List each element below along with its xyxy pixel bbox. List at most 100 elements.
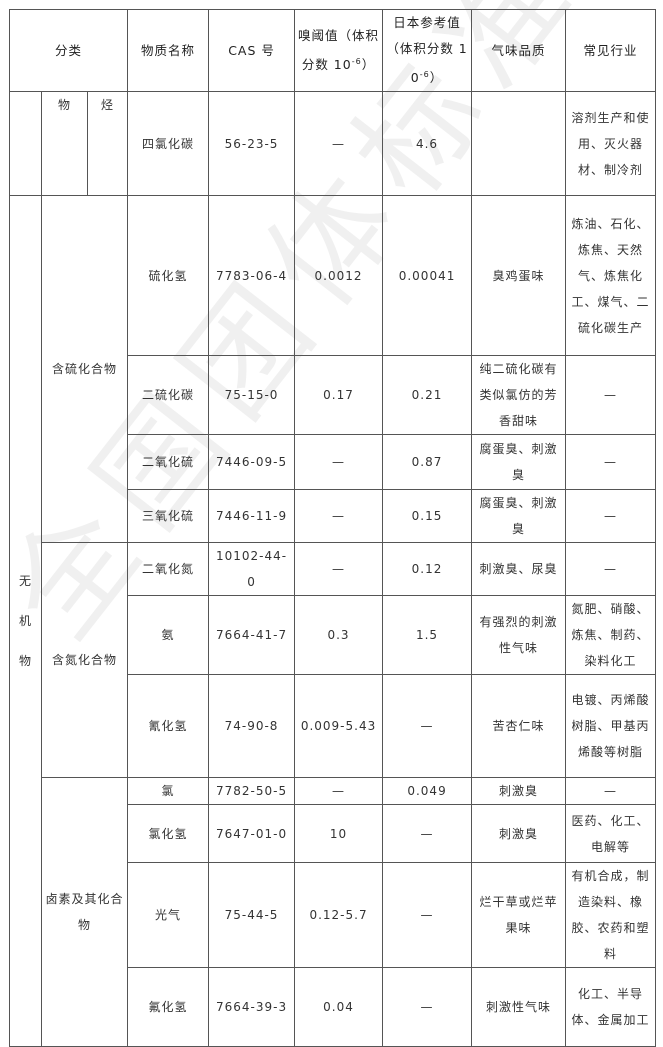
table-row: 二氧化硫 7446-09-5—0.87 腐蛋臭、刺激臭 — [10, 434, 657, 491]
substance-name: 氟化氢 [127, 967, 210, 1047]
substance-name: 二氧化氮 [127, 542, 210, 597]
substance-name: 氯 [127, 777, 210, 806]
header-odor: 气味品质 [471, 8, 567, 93]
group-category-cell: 含氮化合物 [40, 542, 129, 779]
industry: 医药、化工、电解等 [565, 804, 657, 864]
japan-reference: — [382, 674, 473, 779]
industry: — [565, 542, 657, 597]
odor-threshold: — [294, 542, 384, 597]
cas-number: 75-44-5 [208, 862, 296, 969]
industry: 溶剂生产和使用、灭火器材、制冷剂 [565, 91, 657, 197]
odor-quality [471, 91, 567, 197]
cas-number: 7647-01-0 [208, 804, 296, 864]
table-row: 三氧化硫 7446-11-9—0.15 腐蛋臭、刺激臭 — [10, 489, 657, 544]
japan-reference: 0.12 [382, 542, 473, 597]
cas-number: 7783-06-4 [208, 195, 296, 357]
substance-name: 二硫化碳 [127, 355, 210, 436]
cas-number: 75-15-0 [208, 355, 296, 436]
industry: 氮肥、硝酸、炼焦、制药、染料化工 [565, 595, 657, 676]
substance-name: 三氧化硫 [127, 489, 210, 544]
japan-reference: — [382, 804, 473, 864]
table-row: 氨 7664-41-7 0.3 1.5 有强烈的刺激性气味 氮肥、硝酸、炼焦、制药、染料化… [10, 595, 657, 676]
odor-substance-table: 分类 物质名称 CAS 号 嗅阈值（体积分数 10-6） 日本参考值（体积分数 … [8, 8, 657, 1047]
table-row: 氰化氢 74-90-8 0.009-5.43— 苦杏仁味 电镀、丙烯酸树脂、甲基丙烯酸等… [10, 674, 657, 779]
header-industry: 常见行业 [565, 8, 657, 93]
header-threshold-end: ） [361, 57, 376, 73]
odor-quality: 腐蛋臭、刺激臭 [471, 434, 567, 491]
header-threshold-exp: -6 [351, 57, 362, 66]
main-category-cell: 无机物 [9, 195, 42, 1047]
odor-quality: 烂干草或烂苹果味 [471, 862, 567, 969]
header-name: 物质名称 [127, 8, 210, 93]
industry: 有机合成，制造染料、橡胶、农药和塑料 [565, 862, 657, 969]
substance-name: 氯化氢 [127, 804, 210, 864]
cas-number: 10102-44-0 [208, 542, 296, 597]
group-category-cell: 卤素及其化合物 [40, 777, 129, 1047]
japan-reference: 4.6 [382, 91, 473, 197]
odor-quality: 刺激臭 [471, 777, 567, 806]
cas-number: 7446-09-5 [208, 434, 296, 491]
odor-quality: 刺激臭 [471, 804, 567, 864]
substance-name: 硫化氢 [127, 195, 210, 357]
substance-name: 氨 [127, 595, 210, 676]
odor-quality: 刺激性气味 [471, 967, 567, 1047]
substance-name: 氰化氢 [127, 674, 210, 779]
odor-threshold: — [294, 777, 384, 806]
group-category-cell: 含硫化合物 [40, 195, 129, 544]
japan-reference: 0.15 [382, 489, 473, 544]
odor-threshold: — [294, 489, 384, 544]
category-cell: 物 [41, 91, 88, 197]
cas-number: 7664-39-3 [208, 967, 296, 1047]
odor-threshold: 0.0012 [294, 195, 384, 357]
table-row: 光气 75-44-5 0.12-5.7— 烂干草或烂苹果味 有机合成，制造染料、橡胶、农… [10, 862, 657, 969]
header-japan-end: ） [429, 70, 444, 86]
industry: — [565, 777, 657, 806]
cas-number: 56-23-5 [208, 91, 296, 197]
cas-number: 7446-11-9 [208, 489, 296, 544]
odor-threshold: 0.12-5.7 [294, 862, 384, 969]
table-row: 卤素及其化合物氯 7782-50-5—0.049 刺激臭 — [10, 777, 657, 1047]
header-japan-exp: -6 [419, 70, 430, 79]
cas-number: 74-90-8 [208, 674, 296, 779]
japan-reference: 0.21 [382, 355, 473, 436]
table-row: 物 烃 四氯化碳 56-23-5 — 4.6 溶剂生产和使用、灭火器材、制冷剂 [9, 91, 657, 197]
odor-quality: 苦杏仁味 [471, 674, 567, 779]
odor-threshold: 0.009-5.43 [294, 674, 384, 779]
industry: — [565, 355, 657, 436]
odor-quality: 臭鸡蛋味 [471, 195, 567, 357]
odor-quality: 腐蛋臭、刺激臭 [471, 489, 567, 544]
odor-threshold: 0.3 [294, 595, 384, 676]
header-threshold: 嗅阈值（体积分数 10-6） [294, 8, 384, 93]
category-cell: 烃 [86, 91, 129, 197]
substance-name: 二氧化硫 [127, 434, 210, 491]
odor-threshold: — [294, 434, 384, 491]
header-japan-text: 日本参考值（体积分数 10 [386, 15, 468, 86]
industry: 化工、半导体、金属加工 [565, 967, 657, 1047]
odor-threshold: — [294, 91, 384, 197]
industry: — [565, 434, 657, 491]
category-cell-empty [9, 91, 42, 197]
japan-reference: 1.5 [382, 595, 473, 676]
table-row: 无机物 含硫化合物 硫化氢 7783-06-4 0.0012 0.00041 臭鸡蛋味 炼油、… [9, 195, 657, 1047]
odor-threshold: 10 [294, 804, 384, 864]
odor-quality: 有强烈的刺激性气味 [471, 595, 567, 676]
industry: — [565, 489, 657, 544]
japan-reference: — [382, 862, 473, 969]
table-row: 二硫化碳 75-15-0 0.17 0.21 纯二硫化碳有类似氯仿的芳香甜味 — [10, 355, 657, 436]
table-row: 含氮化合物 二氧化氮 10102-44-0—0.12 刺激臭、尿臭 — [10, 542, 657, 779]
cas-number: 7664-41-7 [208, 595, 296, 676]
header-threshold-text: 嗅阈值（体积分数 10 [298, 28, 380, 73]
odor-quality: 纯二硫化碳有类似氯仿的芳香甜味 [471, 355, 567, 436]
odor-quality: 刺激臭、尿臭 [471, 542, 567, 597]
japan-reference: 0.049 [382, 777, 473, 806]
japan-reference: — [382, 967, 473, 1047]
substance-name: 四氯化碳 [127, 91, 210, 197]
industry: 炼油、石化、炼焦、天然气、炼焦化工、煤气、二硫化碳生产 [565, 195, 657, 357]
cas-number: 7782-50-5 [208, 777, 296, 806]
odor-threshold: 0.04 [294, 967, 384, 1047]
header-row: 分类 物质名称 CAS 号 嗅阈值（体积分数 10-6） 日本参考值（体积分数 … [8, 8, 657, 93]
industry: 电镀、丙烯酸树脂、甲基丙烯酸等树脂 [565, 674, 657, 779]
japan-reference: 0.00041 [382, 195, 473, 357]
header-category: 分类 [8, 8, 129, 93]
header-japan: 日本参考值（体积分数 10-6） [382, 8, 473, 93]
